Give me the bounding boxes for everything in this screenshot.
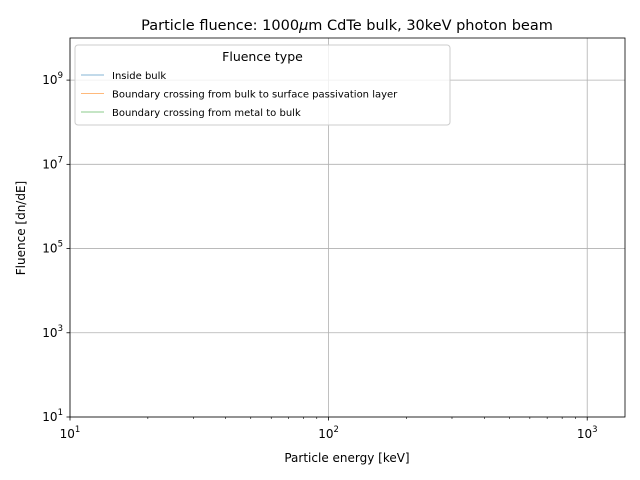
legend-box (74, 44, 451, 126)
plot-frame (69, 37, 626, 418)
y-axis-ticks: 101 103 105 107 109 (42, 71, 70, 424)
x-tick-label: 101 (60, 425, 81, 441)
x-tick-label: 102 (318, 425, 339, 441)
legend-entries: Inside bulk Boundary crossing from bulk t… (81, 71, 398, 119)
y-tick-label: 107 (42, 155, 63, 171)
y-axis-label: Fluence [dn/dE] (14, 181, 28, 275)
legend: Fluence type Inside bulk Boundary crossin… (74, 44, 451, 126)
y-tick-label: 109 (42, 71, 63, 87)
y-tick-label: 101 (42, 408, 63, 424)
y-tick-label: 103 (42, 324, 63, 340)
x-axis-ticks: 101 102 103 (60, 417, 598, 441)
chart-title: Particle fluence: 1000μm CdTe bulk, 30ke… (141, 18, 553, 34)
legend-entry-label: Boundary crossing from bulk to surface p… (112, 90, 398, 101)
y-tick-label: 105 (42, 240, 63, 256)
legend-entry-label: Inside bulk (112, 71, 166, 82)
x-axis-label: Particle energy [keV] (284, 451, 409, 465)
legend-title: Fluence type (222, 49, 303, 64)
x-tick-label: 103 (577, 425, 598, 441)
legend-entry-label: Boundary crossing from metal to bulk (112, 108, 301, 119)
